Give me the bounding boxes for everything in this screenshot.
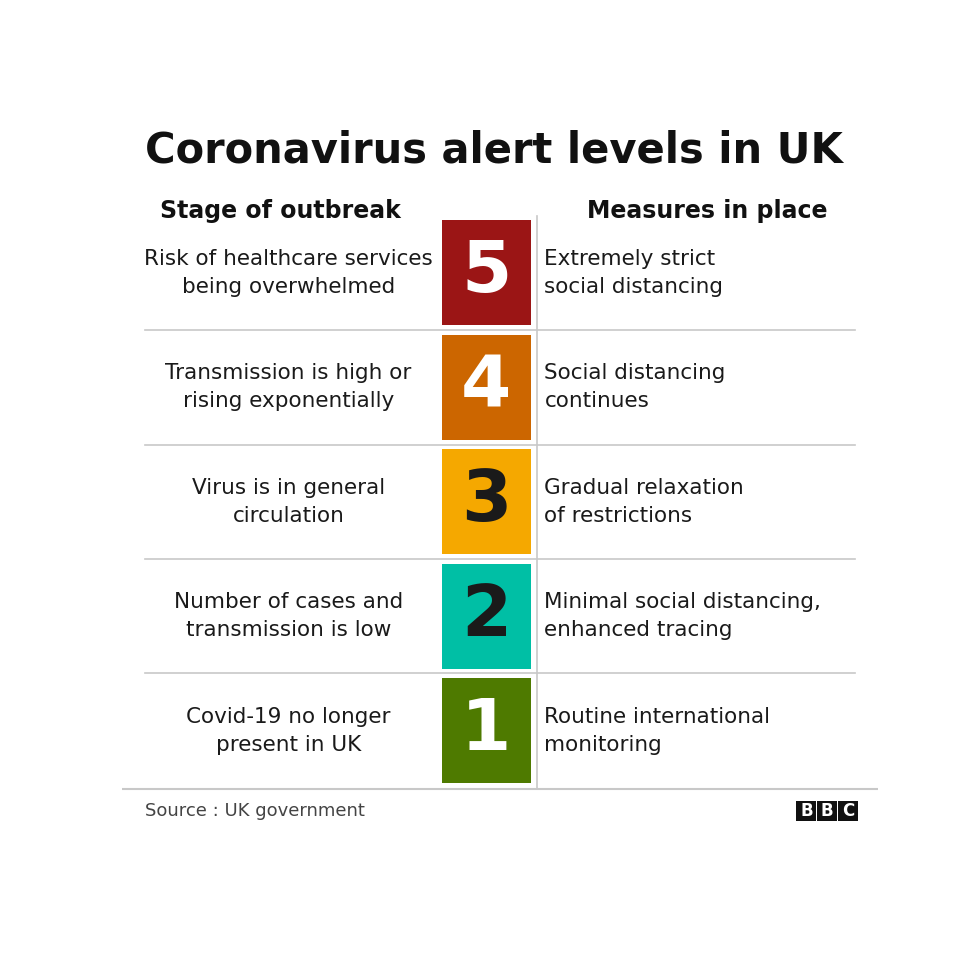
Text: 4: 4 [461, 352, 511, 422]
Text: Gradual relaxation
of restrictions: Gradual relaxation of restrictions [545, 477, 744, 526]
Text: C: C [842, 802, 854, 820]
Text: Extremely strict
social distancing: Extremely strict social distancing [545, 249, 723, 297]
Text: Social distancing
continues: Social distancing continues [545, 363, 726, 411]
FancyBboxPatch shape [442, 335, 531, 440]
Text: Number of cases and
transmission is low: Number of cases and transmission is low [174, 592, 403, 640]
Text: 2: 2 [461, 582, 511, 651]
FancyBboxPatch shape [796, 801, 816, 821]
Text: Stage of outbreak: Stage of outbreak [160, 199, 401, 223]
Text: Covid-19 no longer
present in UK: Covid-19 no longer present in UK [186, 707, 390, 754]
Text: B: B [800, 802, 813, 820]
FancyBboxPatch shape [442, 221, 531, 325]
FancyBboxPatch shape [442, 563, 531, 669]
Text: Measures in place: Measures in place [587, 199, 828, 223]
Text: Transmission is high or
rising exponentially: Transmission is high or rising exponenti… [166, 363, 412, 411]
Text: Risk of healthcare services
being overwhelmed: Risk of healthcare services being overwh… [144, 249, 433, 297]
Text: 1: 1 [461, 696, 511, 765]
Text: B: B [821, 802, 834, 820]
Text: Coronavirus alert levels in UK: Coronavirus alert levels in UK [145, 130, 843, 172]
Text: Source : UK government: Source : UK government [145, 802, 365, 820]
Text: Virus is in general
circulation: Virus is in general circulation [192, 477, 386, 526]
FancyBboxPatch shape [442, 449, 531, 554]
FancyBboxPatch shape [817, 801, 837, 821]
Text: 3: 3 [461, 468, 511, 536]
Text: 5: 5 [461, 238, 511, 307]
FancyBboxPatch shape [442, 678, 531, 783]
FancyBboxPatch shape [838, 801, 858, 821]
Text: Minimal social distancing,
enhanced tracing: Minimal social distancing, enhanced trac… [545, 592, 821, 640]
Text: Routine international
monitoring: Routine international monitoring [545, 707, 770, 754]
